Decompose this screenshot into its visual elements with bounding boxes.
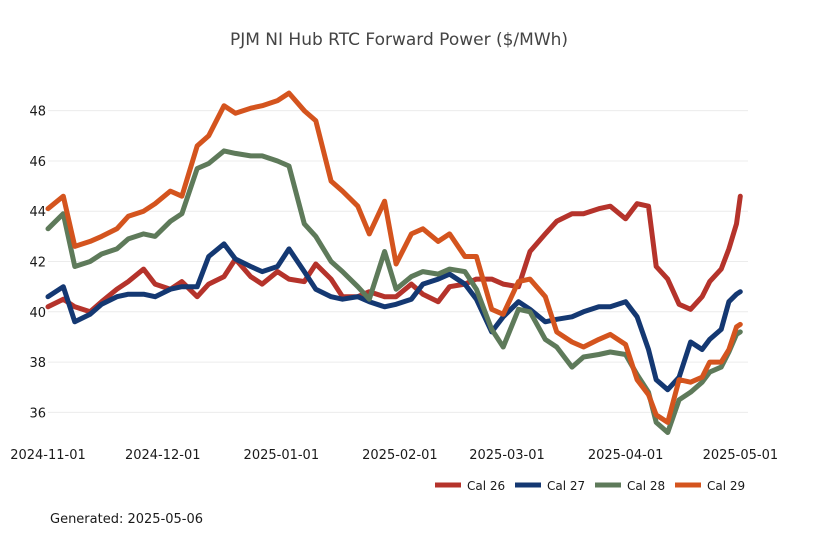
y-tick-label: 44 bbox=[29, 205, 46, 220]
y-tick-label: 46 bbox=[29, 155, 46, 170]
generated-note: Generated: 2025-05-06 bbox=[50, 512, 204, 527]
series-lines bbox=[45, 90, 743, 435]
legend-label-cal-29: Cal 29 bbox=[707, 479, 745, 493]
chart-title: PJM NI Hub RTC Forward Power ($/MWh) bbox=[230, 30, 568, 50]
legend-label-cal-27: Cal 27 bbox=[547, 479, 585, 493]
legend: Cal 26 Cal 27 Cal 28 Cal 29 bbox=[435, 479, 745, 493]
series-line-cal-29 bbox=[45, 90, 743, 425]
y-axis-ticks: 36 38 40 42 44 46 48 bbox=[29, 105, 46, 422]
x-tick-label: 2025-05-01 bbox=[703, 448, 779, 463]
legend-label-cal-26: Cal 26 bbox=[467, 479, 505, 493]
series-line-cal-27 bbox=[45, 241, 743, 393]
x-tick-label: 2025-03-01 bbox=[469, 448, 545, 463]
y-tick-label: 48 bbox=[29, 105, 46, 120]
x-tick-label: 2025-04-01 bbox=[588, 448, 664, 463]
y-tick-label: 38 bbox=[29, 356, 46, 371]
y-tick-label: 40 bbox=[29, 306, 46, 321]
x-tick-label: 2024-11-01 bbox=[10, 448, 86, 463]
series-line-cal-28 bbox=[45, 148, 743, 435]
y-tick-label: 36 bbox=[29, 406, 46, 421]
x-tick-label: 2024-12-01 bbox=[125, 448, 201, 463]
legend-label-cal-28: Cal 28 bbox=[627, 479, 665, 493]
gridlines bbox=[48, 110, 748, 413]
x-axis-ticks: 2024-11-01 2024-12-01 2025-01-01 2025-02-01… bbox=[10, 448, 778, 463]
x-tick-label: 2025-01-01 bbox=[244, 448, 320, 463]
x-tick-label: 2025-02-01 bbox=[362, 448, 438, 463]
y-tick-label: 42 bbox=[29, 256, 46, 271]
